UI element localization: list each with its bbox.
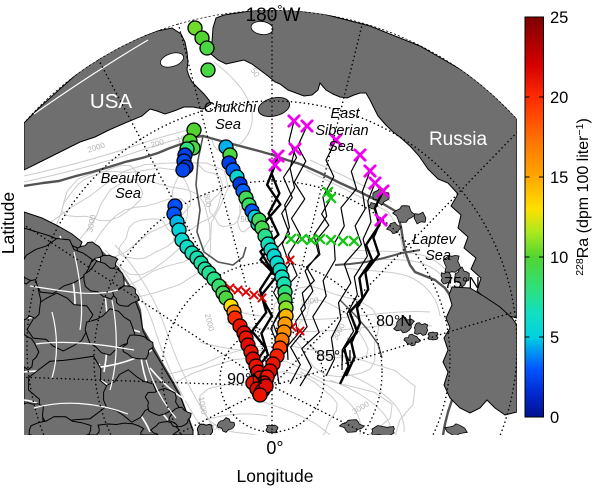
svg-text:Laptev: Laptev bbox=[412, 232, 456, 248]
svg-text:180°W: 180°W bbox=[246, 2, 301, 26]
svg-text:2000: 2000 bbox=[208, 422, 227, 433]
svg-text:Longitude: Longitude bbox=[237, 466, 314, 486]
svg-text:2000: 2000 bbox=[300, 296, 319, 307]
svg-text:0°: 0° bbox=[266, 438, 283, 458]
svg-text:Sea: Sea bbox=[215, 117, 241, 133]
svg-text:85°N: 85°N bbox=[316, 348, 352, 365]
svg-text:Sea: Sea bbox=[328, 139, 354, 155]
svg-text:1000: 1000 bbox=[196, 396, 208, 416]
svg-text:Sea: Sea bbox=[115, 186, 141, 202]
svg-text:Latitude: Latitude bbox=[0, 192, 18, 254]
svg-text:Siberian: Siberian bbox=[315, 123, 368, 139]
svg-text:15: 15 bbox=[550, 169, 568, 187]
svg-text:0: 0 bbox=[550, 409, 559, 427]
svg-text:80°N: 80°N bbox=[376, 313, 412, 330]
svg-text:90°N: 90°N bbox=[227, 371, 263, 388]
svg-text:500: 500 bbox=[240, 215, 254, 224]
svg-text:800: 800 bbox=[202, 193, 213, 208]
svg-text:10: 10 bbox=[550, 249, 568, 267]
svg-text:25: 25 bbox=[550, 9, 568, 27]
svg-text:228Ra (dpm 100 liter−1): 228Ra (dpm 100 liter−1) bbox=[574, 118, 592, 276]
svg-text:USA: USA bbox=[90, 90, 132, 113]
svg-text:Chukchi: Chukchi bbox=[204, 100, 257, 116]
svg-text:20: 20 bbox=[550, 89, 568, 107]
svg-text:75°N: 75°N bbox=[444, 275, 480, 292]
svg-text:Beaufort: Beaufort bbox=[101, 171, 157, 187]
svg-text:200: 200 bbox=[150, 137, 166, 149]
svg-text:5: 5 bbox=[550, 329, 559, 347]
svg-text:Russia: Russia bbox=[429, 129, 488, 150]
svg-text:Sea: Sea bbox=[425, 248, 451, 264]
svg-text:East: East bbox=[330, 106, 360, 122]
svg-text:3000: 3000 bbox=[85, 213, 98, 233]
